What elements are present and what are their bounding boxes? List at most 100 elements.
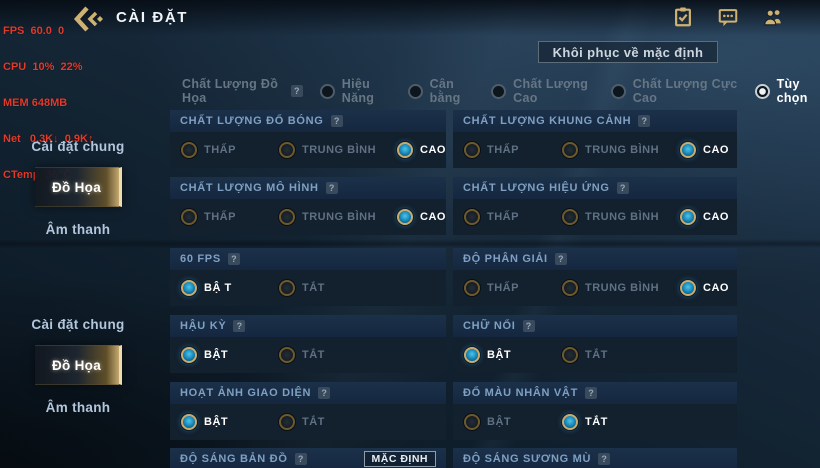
radio-option-medium[interactable]: TRUNG BÌNH [562, 142, 680, 158]
radio-option-high[interactable]: CAO [680, 142, 729, 158]
panel-title: 60 FPS [180, 253, 221, 265]
radio-option-low[interactable]: THẤP [464, 280, 562, 296]
chat-button[interactable] [717, 6, 739, 28]
panel-title: ĐỘ PHÂN GIẢI [463, 253, 548, 265]
quality-option-custom[interactable]: Tùy chọn [754, 77, 820, 105]
radio-option-off[interactable]: TẮT [279, 414, 397, 430]
radio-icon [562, 280, 578, 296]
chat-bubble-icon [718, 9, 738, 27]
radio-option-low[interactable]: THẤP [464, 142, 562, 158]
radio-selected-icon [562, 414, 578, 430]
radio-option-medium[interactable]: TRUNG BÌNH [279, 142, 397, 158]
help-icon[interactable]: ? [638, 115, 651, 127]
friends-icon [764, 9, 781, 26]
radio-selected-icon [181, 280, 197, 296]
help-icon[interactable]: ? [227, 253, 240, 265]
back-button[interactable] [72, 5, 110, 33]
help-icon[interactable]: ? [585, 387, 597, 399]
radio-option-off[interactable]: TẮT [279, 280, 397, 296]
radio-option-low[interactable]: THẤP [464, 209, 562, 225]
panel-header: CHẤT LƯỢNG MÔ HÌNH ? [170, 177, 446, 199]
panel-title: HOẠT ẢNH GIAO DIỆN [180, 387, 312, 399]
radio-selected-icon [680, 142, 696, 158]
radio-option-medium[interactable]: TRUNG BÌNH [562, 209, 680, 225]
radio-icon [319, 83, 335, 99]
sidebar-item-graphics[interactable]: Đồ Họa [34, 345, 122, 385]
sidebar: Cài đặt chung Đồ Họa Âm thanh [0, 136, 156, 239]
help-icon[interactable]: ? [233, 320, 246, 332]
help-icon[interactable]: ? [325, 182, 338, 194]
help-icon[interactable]: ? [318, 387, 331, 399]
missions-button[interactable] [672, 6, 694, 28]
back-chevron-icon [73, 6, 103, 32]
default-button[interactable]: MẶC ĐỊNH [363, 451, 436, 467]
radio-option-off[interactable]: TẮT [279, 347, 397, 363]
radio-icon [491, 83, 507, 99]
radio-option-on[interactable]: BẬT [181, 347, 279, 363]
sidebar-item-general[interactable]: Cài đặt chung [31, 138, 125, 154]
panel-header: ĐỔ MÀU NHÂN VẬT ? [453, 382, 737, 404]
radio-selected-icon [181, 414, 197, 430]
radio-selected-icon [397, 209, 413, 225]
panel-ui-animation: HOẠT ẢNH GIAO DIỆN ? BẬT TẮT [170, 382, 446, 440]
panel-header: CHỮ NỔI ? [453, 315, 737, 337]
help-icon[interactable]: ? [554, 253, 567, 265]
sidebar-item-graphics[interactable]: Đồ Họa [34, 167, 122, 207]
panel-post-processing: HẬU KỲ ? BẬT TẮT [170, 315, 446, 373]
radio-option-on[interactable]: BẬT [181, 414, 279, 430]
radio-option-on[interactable]: BẬT [464, 414, 562, 430]
panel-body: THẤP TRUNG BÌNH CAO [170, 132, 446, 168]
panel-shadow-quality: CHẤT LƯỢNG ĐỔ BÓNG ? THẤP TRUNG BÌNH CAO [170, 110, 446, 168]
quality-option-high[interactable]: Chất Lượng Cao [491, 77, 594, 105]
sidebar-item-audio[interactable]: Âm thanh [45, 221, 111, 237]
panel-scene-quality: CHẤT LƯỢNG KHUNG CẢNH ? THẤP TRUNG BÌNH … [453, 110, 737, 168]
panel-60fps: 60 FPS ? BẬ T TẮT [170, 248, 446, 306]
radio-option-off[interactable]: TẮT [562, 414, 680, 430]
restore-defaults-button[interactable]: Khôi phục về mặc định [538, 41, 718, 63]
radio-option-on[interactable]: BẬT [464, 347, 562, 363]
radio-icon [181, 209, 197, 225]
radio-option-high[interactable]: CAO [680, 280, 729, 296]
debug-net: Net 0.3K↓ 0.9K↑ [3, 133, 94, 145]
help-icon[interactable]: ? [294, 453, 307, 465]
sidebar-item-audio[interactable]: Âm thanh [45, 399, 111, 415]
help-icon[interactable]: ? [290, 85, 303, 97]
quality-option-ultra[interactable]: Chất Lượng Cực Cao [610, 77, 738, 105]
panel-header: CHẤT LƯỢNG ĐỔ BÓNG ? [170, 110, 446, 132]
help-icon[interactable]: ? [330, 115, 343, 127]
debug-fps: FPS 60.0 0 [3, 25, 65, 37]
radio-option-high[interactable]: CAO [680, 209, 729, 225]
radio-option-medium[interactable]: TRUNG BÌNH [562, 280, 680, 296]
panel-header: ĐỘ SÁNG BẢN ĐỒ ? MẶC ĐỊNH [170, 448, 446, 468]
friends-button[interactable] [762, 6, 784, 28]
quality-option-performance[interactable]: Hiệu Năng [319, 77, 391, 105]
help-icon[interactable]: ? [616, 182, 629, 194]
graphics-quality-label: Chất Lượng Đồ Họa [182, 77, 279, 105]
radio-icon [464, 209, 480, 225]
radio-selected-icon [464, 347, 480, 363]
radio-option-low[interactable]: THẤP [181, 209, 279, 225]
radio-option-high[interactable]: CAO [397, 142, 446, 158]
panel-title: CHẤT LƯỢNG KHUNG CẢNH [463, 115, 632, 127]
radio-option-medium[interactable]: TRUNG BÌNH [279, 209, 397, 225]
radio-icon [562, 347, 578, 363]
panel-header: HOẠT ẢNH GIAO DIỆN ? [170, 382, 446, 404]
help-icon[interactable]: ? [598, 453, 611, 465]
panel-body: BẬT TẮT [453, 404, 737, 440]
panel-title: ĐỔ MÀU NHÂN VẬT [463, 387, 578, 399]
perf-debug-overlay: FPS 60.0 0 CPU 10% 22% MEM 648MB Net 0.3… [3, 1, 93, 205]
radio-icon [464, 280, 480, 296]
radio-option-low[interactable]: THẤP [181, 142, 279, 158]
radio-icon [610, 83, 626, 99]
quality-option-balanced[interactable]: Cân bằng [407, 77, 475, 105]
radio-icon [279, 347, 295, 363]
radio-option-on[interactable]: BẬ T [181, 280, 279, 296]
panel-header: ĐỘ SÁNG SƯƠNG MÙ ? [453, 448, 737, 468]
radio-option-high[interactable]: CAO [397, 209, 446, 225]
panel-header: HẬU KỲ ? [170, 315, 446, 337]
panel-header: CHẤT LƯỢNG HIỆU ỨNG ? [453, 177, 737, 199]
radio-icon [464, 414, 480, 430]
radio-option-off[interactable]: TẮT [562, 347, 680, 363]
sidebar-item-general[interactable]: Cài đặt chung [31, 316, 125, 332]
help-icon[interactable]: ? [522, 320, 535, 332]
